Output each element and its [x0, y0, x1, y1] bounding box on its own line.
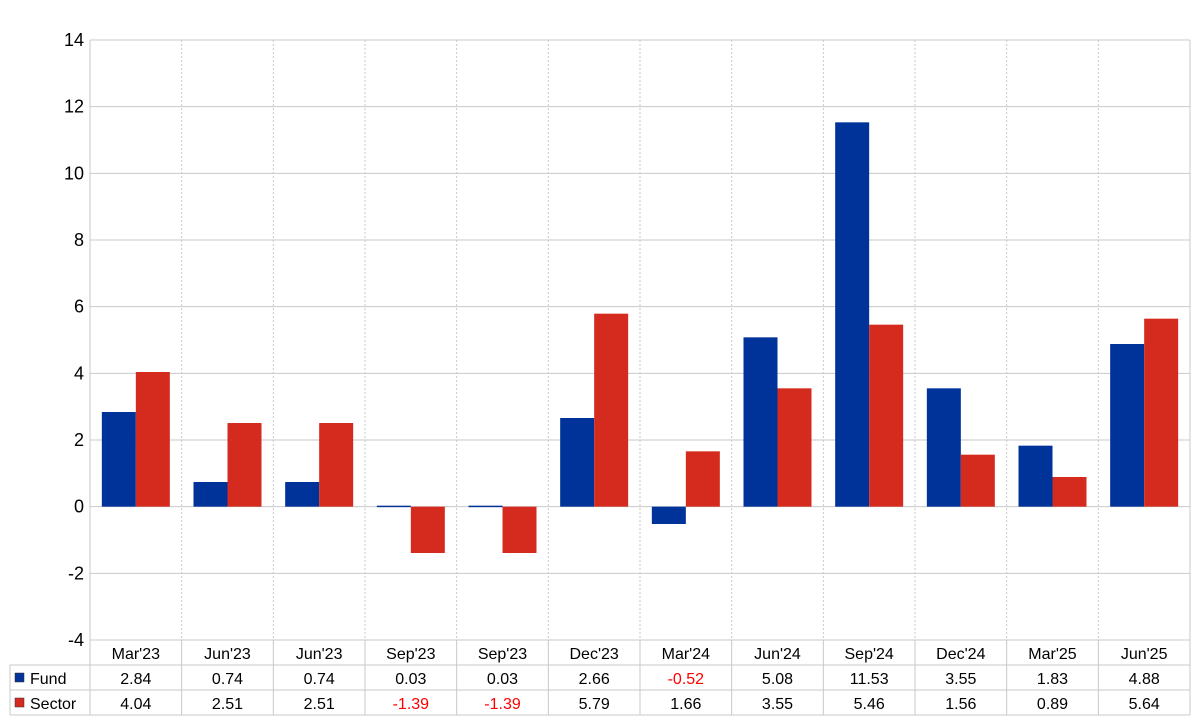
data-label: 1.66	[670, 696, 701, 713]
bar-sector	[135, 372, 170, 507]
y-tick-label: 8	[74, 230, 84, 250]
y-tick-label: 6	[74, 297, 84, 317]
legend-swatch-sector	[14, 697, 25, 708]
y-tick-label: 4	[74, 363, 84, 383]
data-label: 2.84	[120, 671, 151, 688]
y-axis-ticks: 14 12 10 8 6 4 2 0 -2 -4	[64, 30, 84, 650]
y-tick-label: -2	[68, 563, 84, 583]
data-label: -1.39	[393, 696, 430, 713]
bar-sector	[227, 423, 262, 507]
legend-swatch-fund	[14, 672, 25, 683]
bar-fund	[285, 482, 320, 507]
bar-sector	[1144, 318, 1179, 507]
bar-fund	[835, 122, 870, 507]
category-label: Jun'24	[754, 646, 801, 663]
category-label: Jun'23	[296, 646, 343, 663]
y-tick-label: 10	[64, 163, 84, 183]
data-table: Mar'23 Jun'23 Jun'23 Sep'23 Sep'23 Dec'23 Mar'…	[9, 639, 1191, 716]
bar-sector	[1052, 477, 1087, 507]
data-label: 1.83	[1037, 671, 1068, 688]
data-label: 4.88	[1129, 671, 1160, 688]
category-label: Mar'23	[112, 646, 161, 663]
bar-fund	[1110, 344, 1145, 507]
data-label: 5.46	[854, 696, 885, 713]
grid-lines	[89, 39, 1191, 641]
category-label: Dec'24	[936, 646, 985, 663]
bar-fund	[101, 412, 136, 507]
bar-fund	[376, 505, 411, 508]
data-label: 5.08	[762, 671, 793, 688]
data-label: 5.79	[579, 696, 610, 713]
data-label: 3.55	[945, 671, 976, 688]
bar-sector	[869, 324, 904, 507]
data-label: 2.66	[579, 671, 610, 688]
y-tick-label: 0	[74, 497, 84, 517]
data-label: 0.03	[487, 671, 518, 688]
data-label: 4.04	[120, 696, 151, 713]
legend-label-sector: Sector	[30, 696, 77, 713]
bar-sector	[960, 454, 995, 507]
bar-fund	[468, 505, 503, 508]
category-label: Dec'23	[570, 646, 619, 663]
data-label: -0.52	[668, 671, 705, 688]
data-label: 2.51	[212, 696, 243, 713]
category-label: Mar'25	[1028, 646, 1077, 663]
data-label: 0.74	[304, 671, 335, 688]
bar-fund	[926, 388, 961, 507]
y-tick-label: 2	[74, 430, 84, 450]
data-label: 5.64	[1129, 696, 1160, 713]
bar-fund	[193, 482, 228, 507]
bar-fund	[651, 506, 686, 524]
category-label: Sep'24	[845, 646, 894, 663]
legend-label-fund: Fund	[30, 671, 66, 688]
category-label: Jun'23	[204, 646, 251, 663]
y-tick-label: 14	[64, 30, 84, 50]
data-label: 11.53	[850, 671, 889, 688]
bars	[101, 122, 1179, 553]
bar-sector	[777, 388, 812, 507]
data-label: 2.51	[304, 696, 335, 713]
data-label: 0.74	[212, 671, 243, 688]
bar-sector	[410, 506, 445, 553]
data-label: -1.39	[484, 696, 521, 713]
category-label: Jun'25	[1121, 646, 1168, 663]
bar-sector	[502, 506, 537, 553]
y-tick-label: 12	[64, 97, 84, 117]
bar-sector	[319, 423, 354, 507]
bar-fund	[1018, 445, 1053, 507]
data-label: 1.56	[945, 696, 976, 713]
category-label: Sep'23	[386, 646, 435, 663]
data-label: 0.03	[395, 671, 426, 688]
data-label: 0.89	[1037, 696, 1068, 713]
bar-fund	[560, 418, 595, 507]
y-tick-label: -4	[68, 630, 84, 650]
category-label: Sep'23	[478, 646, 527, 663]
bar-fund	[743, 337, 778, 507]
bar-sector	[594, 313, 629, 507]
bar-sector	[685, 451, 720, 507]
category-label: Mar'24	[662, 646, 711, 663]
data-label: 3.55	[762, 696, 793, 713]
